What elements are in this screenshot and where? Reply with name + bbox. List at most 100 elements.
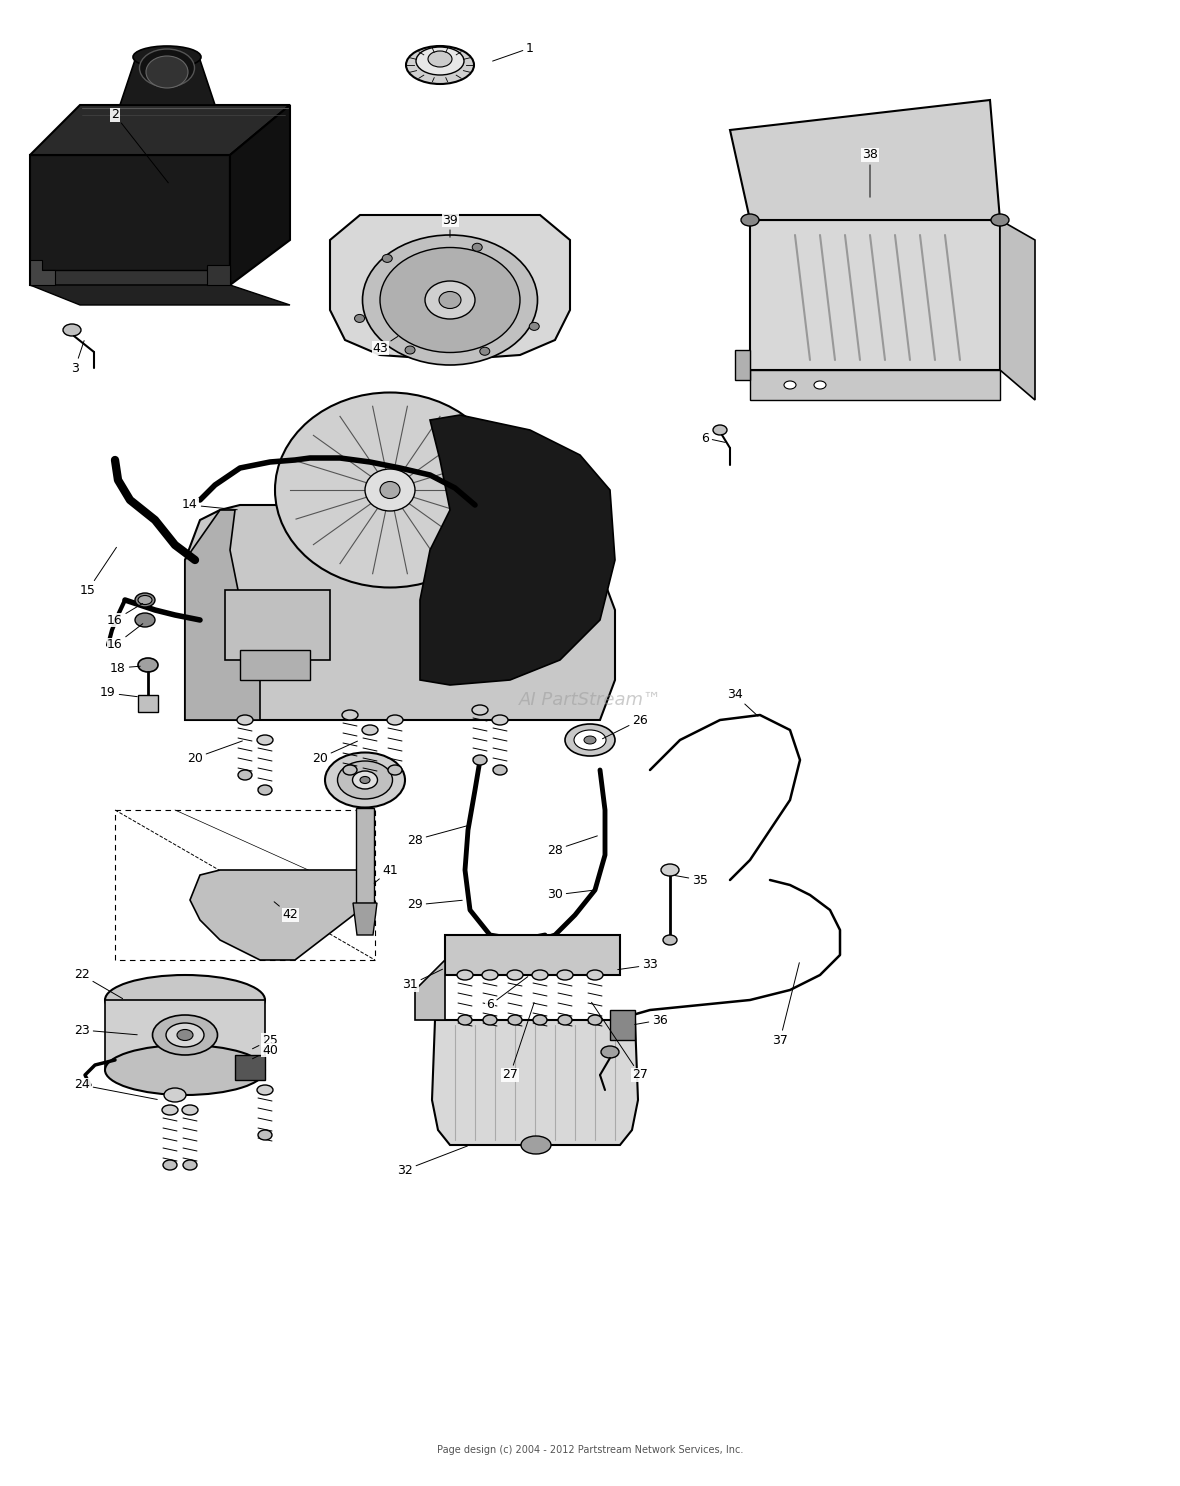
Ellipse shape bbox=[481, 970, 498, 979]
Ellipse shape bbox=[557, 970, 573, 979]
Polygon shape bbox=[235, 1055, 266, 1080]
Text: 30: 30 bbox=[548, 889, 592, 902]
Ellipse shape bbox=[138, 596, 152, 605]
Text: 40: 40 bbox=[253, 1043, 278, 1058]
Ellipse shape bbox=[380, 248, 520, 352]
Ellipse shape bbox=[139, 49, 195, 88]
Ellipse shape bbox=[275, 392, 505, 587]
Polygon shape bbox=[240, 649, 310, 681]
Text: 14: 14 bbox=[182, 498, 237, 511]
Ellipse shape bbox=[584, 736, 596, 744]
Text: 16: 16 bbox=[107, 624, 143, 651]
Polygon shape bbox=[225, 590, 330, 660]
Ellipse shape bbox=[63, 324, 81, 336]
Text: 43: 43 bbox=[372, 336, 398, 355]
Polygon shape bbox=[432, 1019, 638, 1146]
Ellipse shape bbox=[166, 1022, 204, 1048]
Text: Page design (c) 2004 - 2012 Partstream Network Services, Inc.: Page design (c) 2004 - 2012 Partstream N… bbox=[437, 1444, 743, 1455]
Polygon shape bbox=[206, 265, 230, 285]
Text: 6: 6 bbox=[486, 976, 527, 1012]
Polygon shape bbox=[750, 370, 999, 400]
Text: 20: 20 bbox=[188, 742, 242, 764]
Polygon shape bbox=[30, 260, 55, 285]
Text: 28: 28 bbox=[548, 837, 597, 856]
Polygon shape bbox=[420, 415, 615, 685]
Ellipse shape bbox=[532, 970, 548, 979]
Ellipse shape bbox=[509, 1015, 522, 1025]
Text: 31: 31 bbox=[402, 969, 442, 991]
Ellipse shape bbox=[363, 776, 376, 785]
Ellipse shape bbox=[382, 254, 392, 263]
Text: 32: 32 bbox=[398, 1146, 467, 1177]
Ellipse shape bbox=[814, 380, 826, 389]
Ellipse shape bbox=[135, 614, 155, 627]
Ellipse shape bbox=[152, 1015, 217, 1055]
Text: 15: 15 bbox=[80, 547, 117, 596]
Polygon shape bbox=[30, 285, 290, 305]
Ellipse shape bbox=[258, 1129, 273, 1140]
Ellipse shape bbox=[324, 752, 405, 807]
Ellipse shape bbox=[135, 593, 155, 606]
Polygon shape bbox=[353, 903, 376, 935]
Polygon shape bbox=[30, 155, 230, 285]
Ellipse shape bbox=[388, 765, 402, 776]
Ellipse shape bbox=[146, 56, 188, 88]
Ellipse shape bbox=[105, 1045, 266, 1095]
Ellipse shape bbox=[439, 291, 461, 309]
Polygon shape bbox=[445, 935, 620, 975]
Text: 33: 33 bbox=[618, 958, 658, 972]
Ellipse shape bbox=[183, 1161, 197, 1169]
Text: 42: 42 bbox=[274, 902, 297, 921]
Ellipse shape bbox=[480, 348, 490, 355]
Ellipse shape bbox=[533, 1015, 548, 1025]
Text: 39: 39 bbox=[442, 214, 458, 238]
Ellipse shape bbox=[458, 1015, 472, 1025]
Ellipse shape bbox=[360, 777, 371, 783]
Ellipse shape bbox=[741, 214, 759, 226]
Ellipse shape bbox=[457, 970, 473, 979]
Ellipse shape bbox=[337, 761, 393, 799]
Ellipse shape bbox=[417, 48, 464, 74]
Polygon shape bbox=[735, 351, 750, 380]
Ellipse shape bbox=[492, 715, 509, 725]
Ellipse shape bbox=[428, 51, 452, 67]
Ellipse shape bbox=[138, 658, 158, 672]
Polygon shape bbox=[999, 220, 1035, 400]
Polygon shape bbox=[185, 510, 260, 721]
Ellipse shape bbox=[558, 1015, 572, 1025]
Polygon shape bbox=[185, 487, 615, 721]
Ellipse shape bbox=[522, 1135, 551, 1155]
Ellipse shape bbox=[237, 715, 253, 725]
Text: 41: 41 bbox=[374, 863, 398, 883]
Polygon shape bbox=[610, 1010, 635, 1040]
Polygon shape bbox=[190, 869, 360, 960]
Ellipse shape bbox=[257, 736, 273, 744]
Ellipse shape bbox=[472, 704, 489, 715]
Text: 19: 19 bbox=[100, 687, 137, 700]
Text: 26: 26 bbox=[603, 713, 648, 739]
Text: 23: 23 bbox=[74, 1024, 137, 1037]
Ellipse shape bbox=[343, 765, 358, 776]
Text: 27: 27 bbox=[502, 1003, 535, 1082]
Ellipse shape bbox=[353, 771, 378, 789]
Text: 3: 3 bbox=[71, 340, 84, 374]
Ellipse shape bbox=[573, 730, 607, 750]
Ellipse shape bbox=[663, 935, 677, 945]
Text: 16: 16 bbox=[107, 603, 143, 627]
Text: 20: 20 bbox=[312, 742, 358, 764]
Text: 18: 18 bbox=[110, 661, 140, 675]
Ellipse shape bbox=[483, 1015, 497, 1025]
Text: 36: 36 bbox=[635, 1013, 668, 1027]
Ellipse shape bbox=[406, 46, 474, 85]
Polygon shape bbox=[120, 59, 215, 106]
Ellipse shape bbox=[425, 281, 476, 319]
Ellipse shape bbox=[661, 863, 678, 877]
Polygon shape bbox=[30, 270, 230, 285]
Ellipse shape bbox=[238, 770, 253, 780]
Polygon shape bbox=[415, 960, 445, 1019]
Ellipse shape bbox=[177, 1030, 194, 1040]
Polygon shape bbox=[30, 106, 290, 155]
Ellipse shape bbox=[405, 346, 415, 354]
Polygon shape bbox=[105, 1000, 266, 1070]
Ellipse shape bbox=[713, 425, 727, 435]
